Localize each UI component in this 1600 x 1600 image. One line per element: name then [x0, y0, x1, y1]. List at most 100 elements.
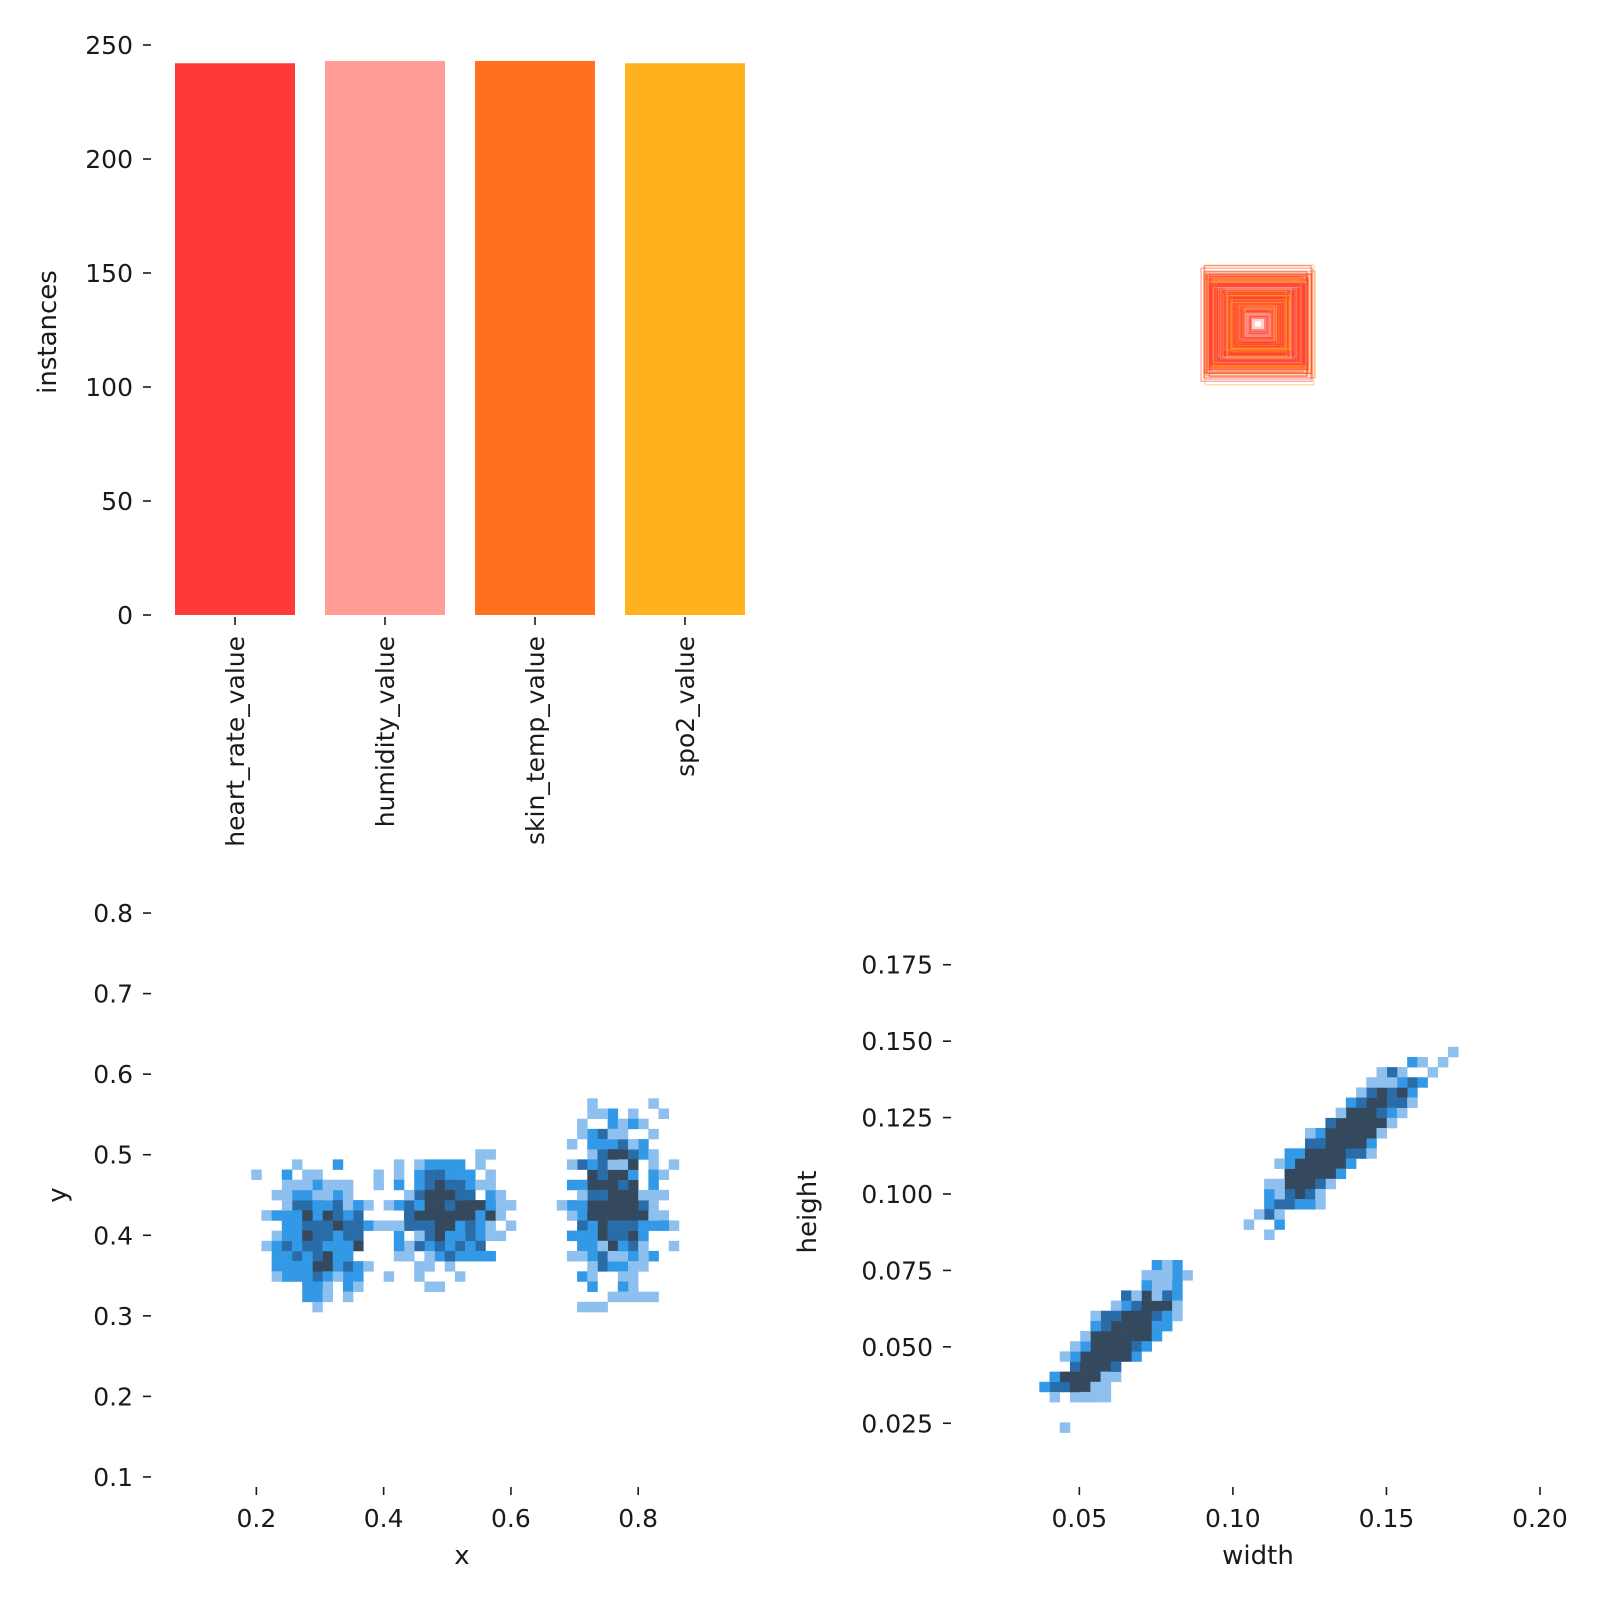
- hist-cell: [638, 1230, 649, 1242]
- hist-cell: [1366, 1077, 1377, 1088]
- hist-cell: [393, 1200, 405, 1211]
- hist-cell: [1366, 1148, 1377, 1159]
- hist-cell: [465, 1250, 476, 1262]
- hist-cell: [424, 1230, 435, 1242]
- hist-cell: [1131, 1290, 1142, 1301]
- hist-cell: [1345, 1107, 1357, 1119]
- ytick-label: 0.5: [93, 1141, 133, 1170]
- hist-cell: [628, 1159, 639, 1170]
- hist-cell: [1386, 1107, 1398, 1119]
- hist-cell: [302, 1291, 313, 1303]
- hist-cell: [404, 1250, 415, 1262]
- label-box: [1205, 281, 1307, 370]
- hist-cell: [353, 1240, 364, 1252]
- hist-cell: [607, 1240, 619, 1252]
- hist-cell: [597, 1261, 608, 1272]
- hist-cell: [597, 1159, 608, 1170]
- hist-cell: [424, 1189, 435, 1201]
- hist-cell: [434, 1220, 446, 1231]
- label-box: [1232, 300, 1280, 349]
- hist-cell: [577, 1240, 588, 1252]
- hist-cell: [1335, 1128, 1347, 1139]
- hist-cell: [271, 1271, 283, 1282]
- hist-cell: [1161, 1259, 1173, 1271]
- hist-cell: [617, 1220, 629, 1231]
- hist-cell: [628, 1169, 639, 1181]
- hist-cell: [1069, 1341, 1081, 1352]
- ytick-label: 0.6: [93, 1060, 133, 1089]
- hist-cell: [1315, 1178, 1326, 1190]
- hist-cell: [1274, 1199, 1285, 1210]
- hist-cell: [302, 1220, 313, 1231]
- hist-cell: [1161, 1270, 1173, 1281]
- hist-cell: [1274, 1178, 1285, 1190]
- hist-cell: [342, 1250, 354, 1262]
- hist-cell: [566, 1250, 578, 1262]
- hist-cell: [475, 1179, 486, 1191]
- hist-cell: [332, 1179, 344, 1191]
- hist-cell: [1325, 1178, 1336, 1190]
- hist-cell: [1304, 1138, 1316, 1149]
- hist-cell: [566, 1200, 578, 1211]
- hist-cell: [505, 1200, 517, 1211]
- hist-cell: [302, 1179, 313, 1191]
- hist-cell: [566, 1139, 578, 1150]
- hist-cell: [1069, 1391, 1081, 1403]
- hist-cell: [1059, 1422, 1071, 1433]
- hist-cell: [363, 1220, 374, 1231]
- hist-cell: [424, 1200, 435, 1211]
- hist-cell: [1080, 1371, 1091, 1383]
- hist-cell: [1161, 1300, 1173, 1312]
- bar-xtick-label: spo2_value: [671, 636, 700, 777]
- hist-cell: [577, 1118, 588, 1130]
- hist-cell: [587, 1230, 598, 1242]
- hist-cell: [1345, 1138, 1357, 1149]
- hist-cell: [1049, 1371, 1061, 1383]
- hist-cell: [1366, 1087, 1377, 1098]
- hist-cell: [638, 1261, 649, 1272]
- hist-cell: [1090, 1351, 1101, 1362]
- hist-cell: [1090, 1341, 1101, 1352]
- hist-cell: [566, 1179, 578, 1191]
- hist-cell: [393, 1240, 405, 1252]
- hist-cell: [404, 1189, 415, 1201]
- ytick-label: 0.125: [861, 1104, 933, 1133]
- hist-cell: [404, 1240, 415, 1252]
- hist-cell: [302, 1200, 313, 1211]
- hist-cell: [1315, 1158, 1326, 1169]
- hist-cell: [597, 1210, 608, 1221]
- hist-cell: [577, 1250, 588, 1262]
- hist-cell: [1100, 1361, 1112, 1372]
- hist-cell: [1110, 1341, 1122, 1352]
- hist-cell: [638, 1291, 649, 1303]
- hist-cell: [342, 1210, 354, 1221]
- hist-cell: [1151, 1259, 1163, 1271]
- hist-cell: [597, 1128, 608, 1140]
- hist-cell: [1161, 1320, 1173, 1332]
- hist-cell: [373, 1179, 384, 1191]
- hist-cell: [1069, 1381, 1081, 1393]
- hist-cell: [465, 1169, 476, 1181]
- hist-cell: [332, 1250, 344, 1262]
- hist-cell: [1407, 1056, 1418, 1068]
- hist-cell: [1294, 1199, 1306, 1210]
- bar-xtick-label: humidity_value: [371, 636, 400, 827]
- hist-cell: [566, 1230, 578, 1242]
- hist-cell: [638, 1149, 649, 1160]
- hist-cell: [1376, 1077, 1388, 1088]
- hist-cell: [577, 1301, 588, 1313]
- hist-cell: [1090, 1361, 1101, 1372]
- hist-cell: [617, 1291, 629, 1303]
- hist-cell: [1376, 1117, 1388, 1129]
- hist-cell: [332, 1200, 344, 1211]
- hist-cell: [1100, 1320, 1112, 1332]
- hist-cell: [1274, 1158, 1285, 1169]
- hist-cell: [271, 1240, 283, 1252]
- hist-cell: [312, 1301, 323, 1313]
- bar-ytick-label: 50: [101, 487, 133, 516]
- hist-cell: [628, 1189, 639, 1201]
- hist-cell: [617, 1271, 629, 1282]
- xtick-label: 0.20: [1512, 1504, 1568, 1533]
- hist-cell: [1100, 1341, 1112, 1352]
- hist-cell: [617, 1240, 629, 1252]
